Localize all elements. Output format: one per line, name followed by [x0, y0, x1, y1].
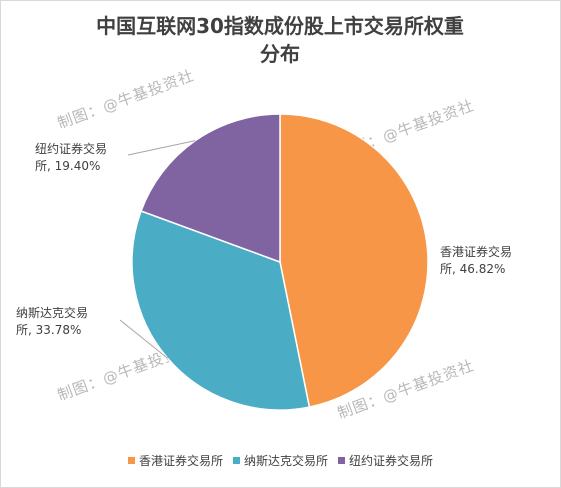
slice-label-nyse: 纽约证券交易 所, 19.40%	[35, 141, 107, 175]
slice-label-hk-line2: 所, 46.82%	[440, 262, 506, 276]
legend-item-nyse: 纽约证券交易所	[338, 452, 433, 469]
leader-line-nasdaq	[119, 319, 169, 359]
legend-label-nasdaq: 纳斯达克交易所	[243, 454, 328, 468]
legend-swatch-hk	[127, 457, 135, 464]
slice-label-nyse-line1: 纽约证券交易	[35, 142, 108, 156]
slice-label-hk-line1: 香港证券交易	[440, 245, 513, 259]
pie-slice-hk	[279, 113, 429, 408]
legend-swatch-nasdaq	[232, 457, 240, 464]
slice-label-nasdaq-line2: 所, 33.78%	[16, 323, 82, 337]
leader-line-nyse	[127, 140, 196, 156]
legend-label-nyse: 纽约证券交易所	[349, 454, 434, 468]
slice-label-nyse-line2: 所, 19.40%	[35, 159, 101, 173]
legend-item-hk: 香港证券交易所	[127, 452, 223, 469]
slice-label-nasdaq-line1: 纳斯达克交易	[16, 306, 89, 320]
chart-legend: 香港证券交易所 纳斯达克交易所 纽约证券交易所	[0, 452, 561, 469]
chart-title-line1: 中国互联网30指数成份股上市交易所权重	[96, 14, 464, 38]
slice-label-hk: 香港证券交易 所, 46.82%	[440, 244, 512, 278]
pie-slice-nasdaq	[131, 210, 311, 411]
chart-title: 中国互联网30指数成份股上市交易所权重 分布	[60, 12, 500, 68]
slice-label-nasdaq: 纳斯达克交易 所, 33.78%	[16, 305, 88, 339]
legend-swatch-nyse	[338, 457, 345, 464]
chart-title-line2: 分布	[260, 42, 300, 66]
legend-item-nasdaq: 纳斯达克交易所	[232, 452, 328, 469]
legend-label-hk: 香港证券交易所	[138, 454, 223, 468]
